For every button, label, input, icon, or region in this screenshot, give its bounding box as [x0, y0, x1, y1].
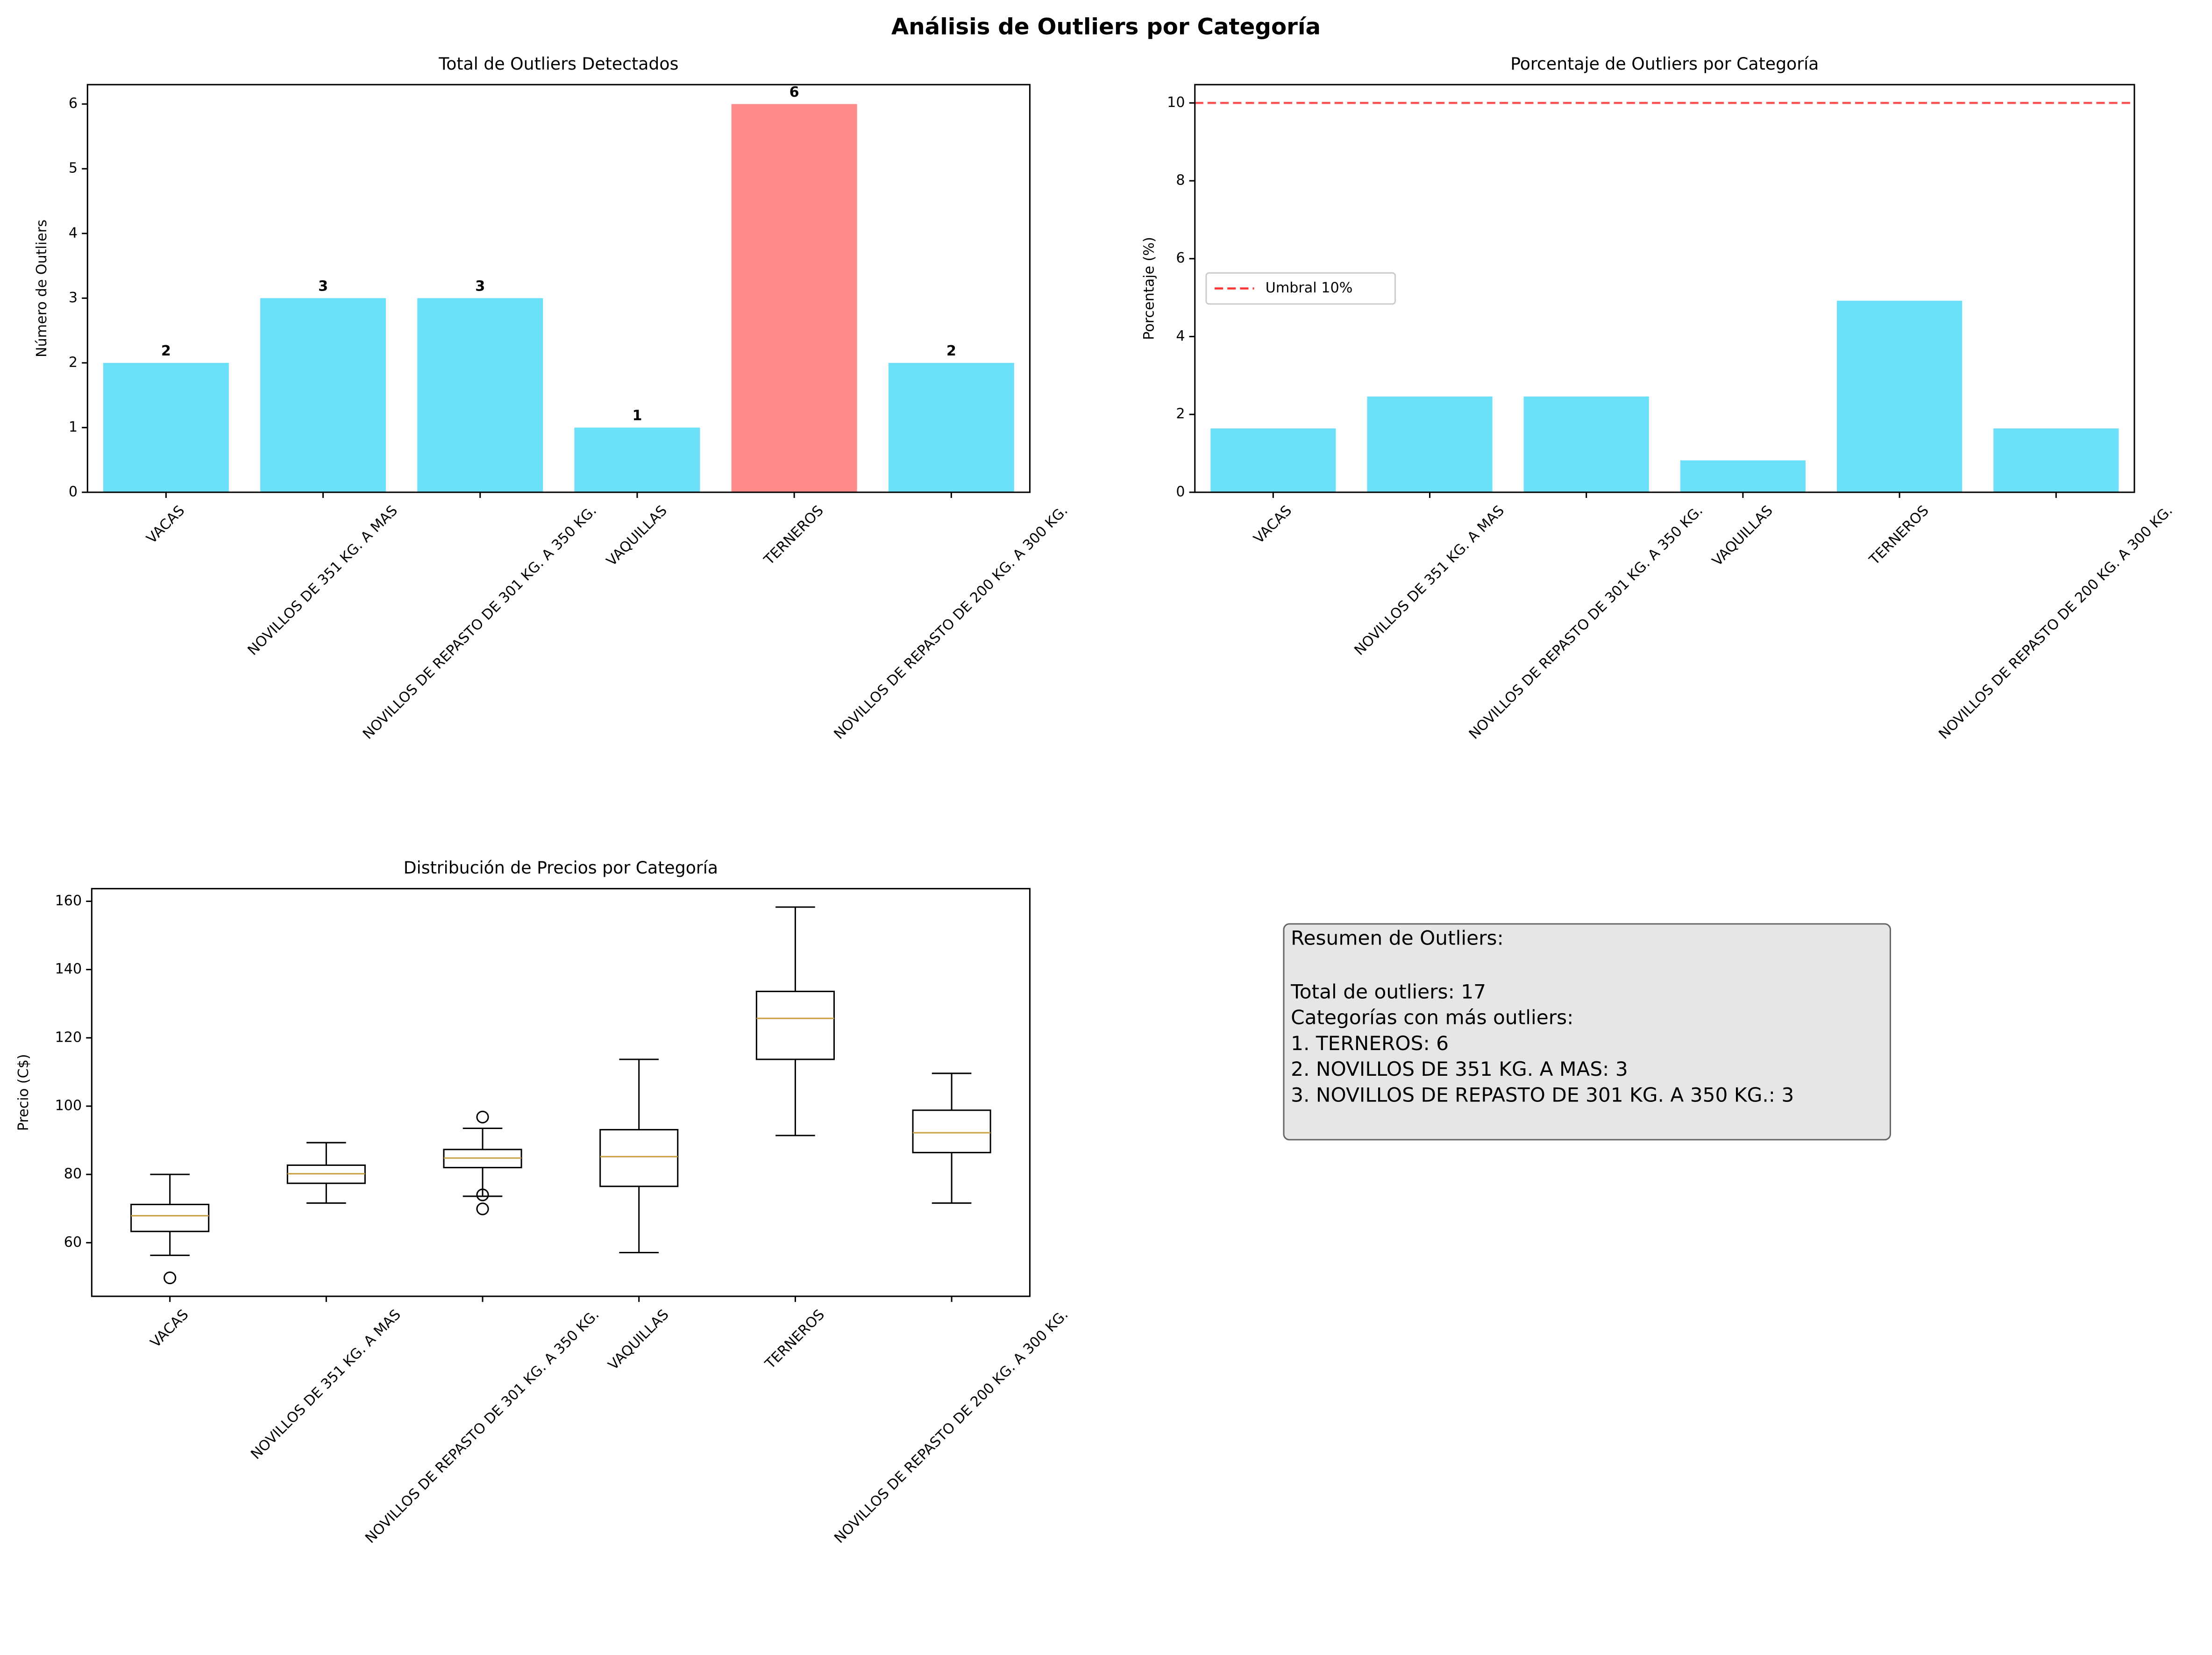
box: [912, 1109, 991, 1153]
y-tick-label: 80: [64, 1166, 82, 1182]
bar: [417, 298, 543, 492]
data-label: 2: [161, 343, 171, 359]
summary-box: [1283, 923, 1891, 1141]
y-tick-label: 5: [69, 160, 78, 177]
figure-title: Análisis de Outliers por Categoría: [891, 14, 1321, 40]
flier: [476, 1188, 489, 1201]
y-tick-label: 8: [1176, 172, 1185, 189]
y-tick-label: 4: [1176, 328, 1185, 344]
summary-line: 2. NOVILLOS DE 351 KG. A MAS: 3: [1291, 1058, 1628, 1080]
bar: [888, 362, 1014, 492]
data-label: 1: [632, 408, 642, 424]
y-tick-label: 120: [55, 1029, 82, 1045]
summary-title: Resumen de Outliers:: [1291, 927, 1504, 950]
legend-box: [1205, 272, 1396, 305]
bar: [260, 298, 386, 492]
flier: [476, 1110, 489, 1123]
axes-frame: [1194, 84, 2135, 493]
data-label: 2: [946, 343, 956, 359]
data-label: 3: [475, 278, 485, 295]
y-tick-label: 160: [55, 893, 82, 909]
box: [755, 990, 835, 1060]
chart-title: Total de Outliers Detectados: [438, 54, 678, 74]
box: [130, 1203, 210, 1232]
bar: [1523, 396, 1649, 492]
flier: [476, 1202, 489, 1215]
y-tick-label: 4: [69, 225, 78, 241]
summary-line: 3. NOVILLOS DE REPASTO DE 301 KG. A 350 …: [1291, 1083, 1794, 1106]
summary-line: Categorías con más outliers:: [1291, 1006, 1573, 1029]
summary-line: Total de outliers: 17: [1290, 980, 1486, 1003]
y-tick-label: 2: [1176, 406, 1185, 422]
data-label: 6: [789, 84, 799, 100]
y-tick-label: 140: [55, 961, 82, 977]
chart-title: Distribución de Precios por Categoría: [404, 858, 718, 878]
bar: [731, 104, 857, 492]
flier: [164, 1271, 177, 1285]
bar: [1367, 396, 1493, 492]
legend-label: Umbral 10%: [1266, 280, 1353, 296]
chart-title: Porcentaje de Outliers por Categoría: [1510, 54, 1819, 74]
y-tick-label: 100: [55, 1097, 82, 1114]
y-tick-label: 6: [69, 95, 78, 112]
y-tick-label: 0: [69, 483, 78, 500]
bar: [103, 362, 229, 492]
bar: [1210, 428, 1336, 492]
y-tick-label: 1: [69, 419, 78, 435]
y-axis-label: Precio (C$): [15, 1054, 32, 1131]
bar: [574, 427, 700, 492]
y-tick-label: 6: [1176, 250, 1185, 266]
y-tick-label: 10: [1167, 94, 1185, 111]
y-axis-label: Número de Outliers: [34, 220, 50, 357]
y-tick-label: 3: [69, 290, 78, 306]
summary-line: 1. TERNEROS: 6: [1291, 1032, 1449, 1055]
axes-frame: [86, 84, 1031, 493]
bar: [1993, 428, 2119, 492]
y-tick-label: 2: [69, 354, 78, 370]
y-axis-label: Porcentaje (%): [1141, 237, 1158, 340]
data-label: 3: [318, 278, 328, 295]
y-tick-label: 0: [1176, 483, 1185, 500]
axes-frame: [91, 888, 1031, 1297]
bar: [1680, 460, 1806, 492]
bar: [1837, 300, 1963, 492]
box: [599, 1129, 679, 1187]
y-tick-label: 60: [64, 1234, 82, 1250]
